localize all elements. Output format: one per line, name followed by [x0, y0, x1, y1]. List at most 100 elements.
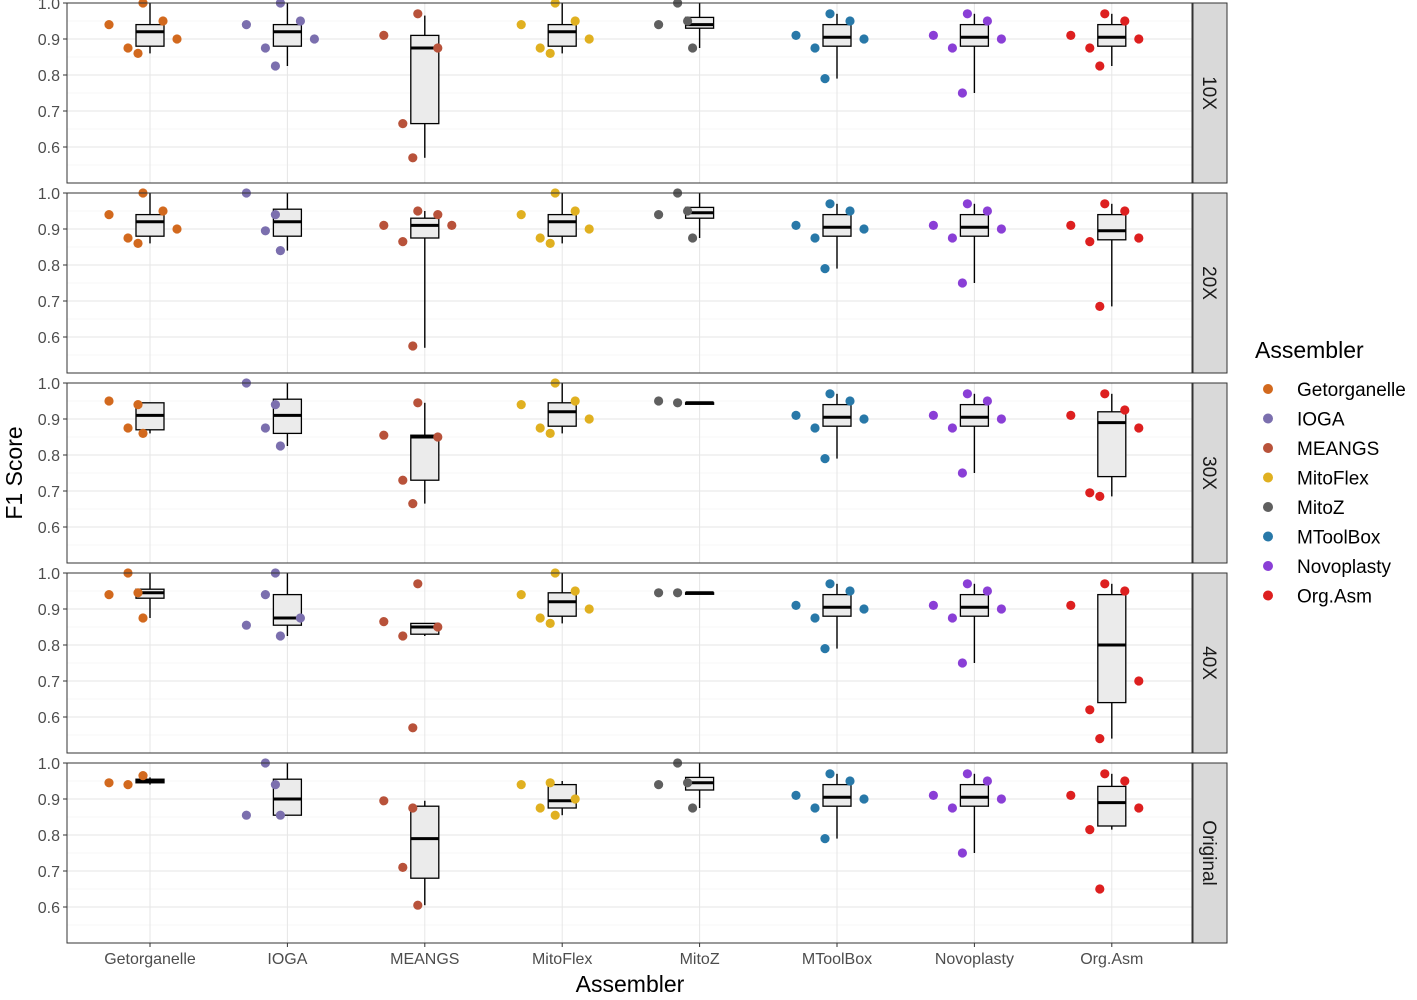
y-tick-label: 0.6 — [38, 140, 60, 157]
legend-key — [1263, 472, 1273, 483]
facet-strip-label: 20X — [1198, 266, 1219, 300]
data-point — [688, 233, 698, 243]
data-point — [260, 43, 270, 53]
data-point — [104, 210, 114, 220]
data-point — [1085, 825, 1095, 835]
box-mitoz — [654, 396, 715, 408]
data-point — [996, 34, 1007, 44]
iqr-box — [410, 434, 440, 481]
box-novoplasty — [928, 579, 1007, 668]
data-point — [947, 613, 958, 623]
data-point — [413, 900, 423, 910]
data-point — [1085, 488, 1095, 498]
data-point — [570, 16, 580, 26]
data-point — [982, 776, 993, 786]
data-point — [928, 30, 939, 40]
y-tick-label: 0.9 — [38, 412, 60, 429]
iqr-box — [135, 23, 165, 47]
box-mitoz — [654, 188, 715, 243]
data-point — [570, 586, 580, 596]
data-point — [654, 780, 664, 790]
box-org-asm — [1066, 769, 1144, 894]
box-meangs — [379, 579, 443, 733]
data-point — [820, 644, 830, 654]
data-point — [1095, 884, 1105, 894]
data-point — [688, 43, 698, 53]
box-meangs — [379, 9, 443, 163]
data-point — [810, 423, 820, 433]
data-point — [138, 0, 148, 8]
data-point — [962, 579, 973, 589]
box-mitoz — [654, 588, 715, 598]
box-ioga — [241, 0, 319, 71]
data-point — [859, 604, 869, 614]
data-point — [309, 34, 319, 44]
data-point — [1100, 769, 1110, 779]
data-point — [138, 771, 148, 781]
data-point — [104, 396, 114, 406]
y-tick-label: 1.0 — [38, 376, 60, 393]
data-point — [947, 423, 958, 433]
iqr-box — [1097, 23, 1127, 47]
data-point — [172, 34, 182, 44]
box-novoplasty — [928, 769, 1007, 858]
box-mtoolbox — [791, 769, 869, 844]
box-mtoolbox — [791, 199, 869, 274]
x-tick-label: MToolBox — [802, 951, 872, 968]
box-novoplasty — [928, 199, 1007, 288]
legend-label: MitoZ — [1297, 498, 1345, 519]
y-tick-label: 0.8 — [38, 68, 60, 85]
y-tick-label: 0.9 — [38, 602, 60, 619]
data-point — [408, 499, 418, 509]
data-point — [133, 588, 143, 598]
y-tick-label: 0.6 — [38, 710, 60, 727]
data-point — [104, 590, 114, 600]
facet-panel-40x: 0.6 0.7 0.8 0.9 1.0 40X — [38, 566, 1228, 754]
y-tick-label: 0.7 — [38, 674, 60, 691]
data-point — [398, 862, 408, 873]
data-point — [1066, 30, 1076, 40]
legend-label: Org.Asm — [1297, 587, 1372, 608]
data-point — [1120, 206, 1130, 216]
iqr-box — [959, 403, 990, 427]
data-point — [260, 590, 270, 600]
y-tick-label: 0.7 — [38, 484, 60, 501]
data-point — [982, 206, 993, 216]
legend-title: Assembler — [1255, 337, 1364, 363]
data-point — [791, 790, 801, 801]
data-point — [1120, 405, 1130, 415]
box-mitoz — [654, 758, 715, 813]
y-tick-label: 0.7 — [38, 864, 60, 881]
legend-key — [1263, 531, 1273, 542]
facet-panel-20x: 0.6 0.7 0.8 0.9 1.0 20X — [38, 186, 1228, 374]
iqr-box — [410, 34, 440, 125]
facet-panel-original: 0.6 0.7 0.8 0.9 1.0 Original — [38, 756, 1228, 944]
facet-panel-30x: 0.6 0.7 0.8 0.9 1.0 30X — [38, 376, 1228, 564]
data-point — [295, 16, 305, 26]
data-point — [1066, 600, 1076, 611]
data-point — [1120, 586, 1130, 596]
data-point — [260, 423, 270, 433]
data-point — [996, 794, 1007, 804]
data-point — [275, 441, 285, 451]
legend: Assembler Getorganelle IOGA MEANGS MitoFlex… — [1255, 337, 1406, 608]
data-point — [413, 398, 423, 408]
data-point — [123, 780, 133, 790]
data-point — [1066, 220, 1076, 230]
data-point — [928, 220, 939, 230]
legend-key — [1263, 590, 1273, 601]
data-point — [133, 238, 143, 248]
legend-key — [1263, 413, 1273, 424]
legend-key — [1263, 561, 1273, 571]
legend-item-mitoflex: MitoFlex — [1263, 469, 1369, 490]
data-point — [1100, 579, 1110, 589]
data-point — [545, 778, 555, 788]
x-tick-label: Getorganelle — [104, 951, 196, 968]
y-tick-label: 0.8 — [38, 448, 60, 465]
legend-item-ioga: IOGA — [1263, 410, 1345, 431]
x-tick-label: IOGA — [267, 951, 307, 968]
box-getorganelle — [104, 0, 182, 59]
iqr-box — [547, 592, 577, 617]
data-point — [957, 848, 968, 858]
